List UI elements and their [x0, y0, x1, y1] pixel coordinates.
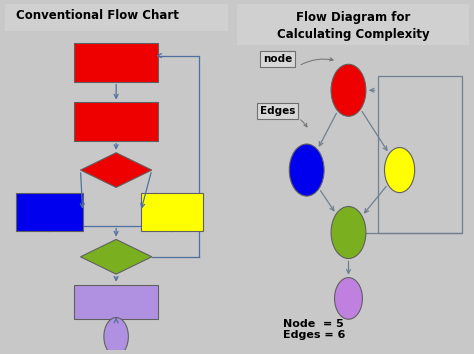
FancyBboxPatch shape — [141, 193, 203, 231]
Text: node: node — [263, 54, 292, 64]
Circle shape — [384, 148, 415, 193]
Text: Node  = 5
Edges = 6: Node = 5 Edges = 6 — [283, 319, 346, 341]
Text: Flow Diagram for: Flow Diagram for — [296, 11, 410, 24]
Text: Edges: Edges — [260, 106, 295, 116]
FancyBboxPatch shape — [74, 44, 158, 82]
Polygon shape — [81, 239, 152, 274]
Circle shape — [289, 144, 324, 196]
FancyBboxPatch shape — [5, 0, 228, 31]
Circle shape — [335, 278, 363, 319]
FancyBboxPatch shape — [16, 193, 82, 231]
FancyBboxPatch shape — [237, 0, 469, 45]
Polygon shape — [81, 153, 152, 187]
FancyBboxPatch shape — [74, 102, 158, 141]
Circle shape — [331, 206, 366, 258]
Circle shape — [331, 64, 366, 116]
Text: Conventional Flow Chart: Conventional Flow Chart — [16, 9, 179, 22]
FancyBboxPatch shape — [74, 285, 158, 319]
Text: Calculating Complexity: Calculating Complexity — [277, 28, 429, 41]
Circle shape — [104, 318, 128, 354]
